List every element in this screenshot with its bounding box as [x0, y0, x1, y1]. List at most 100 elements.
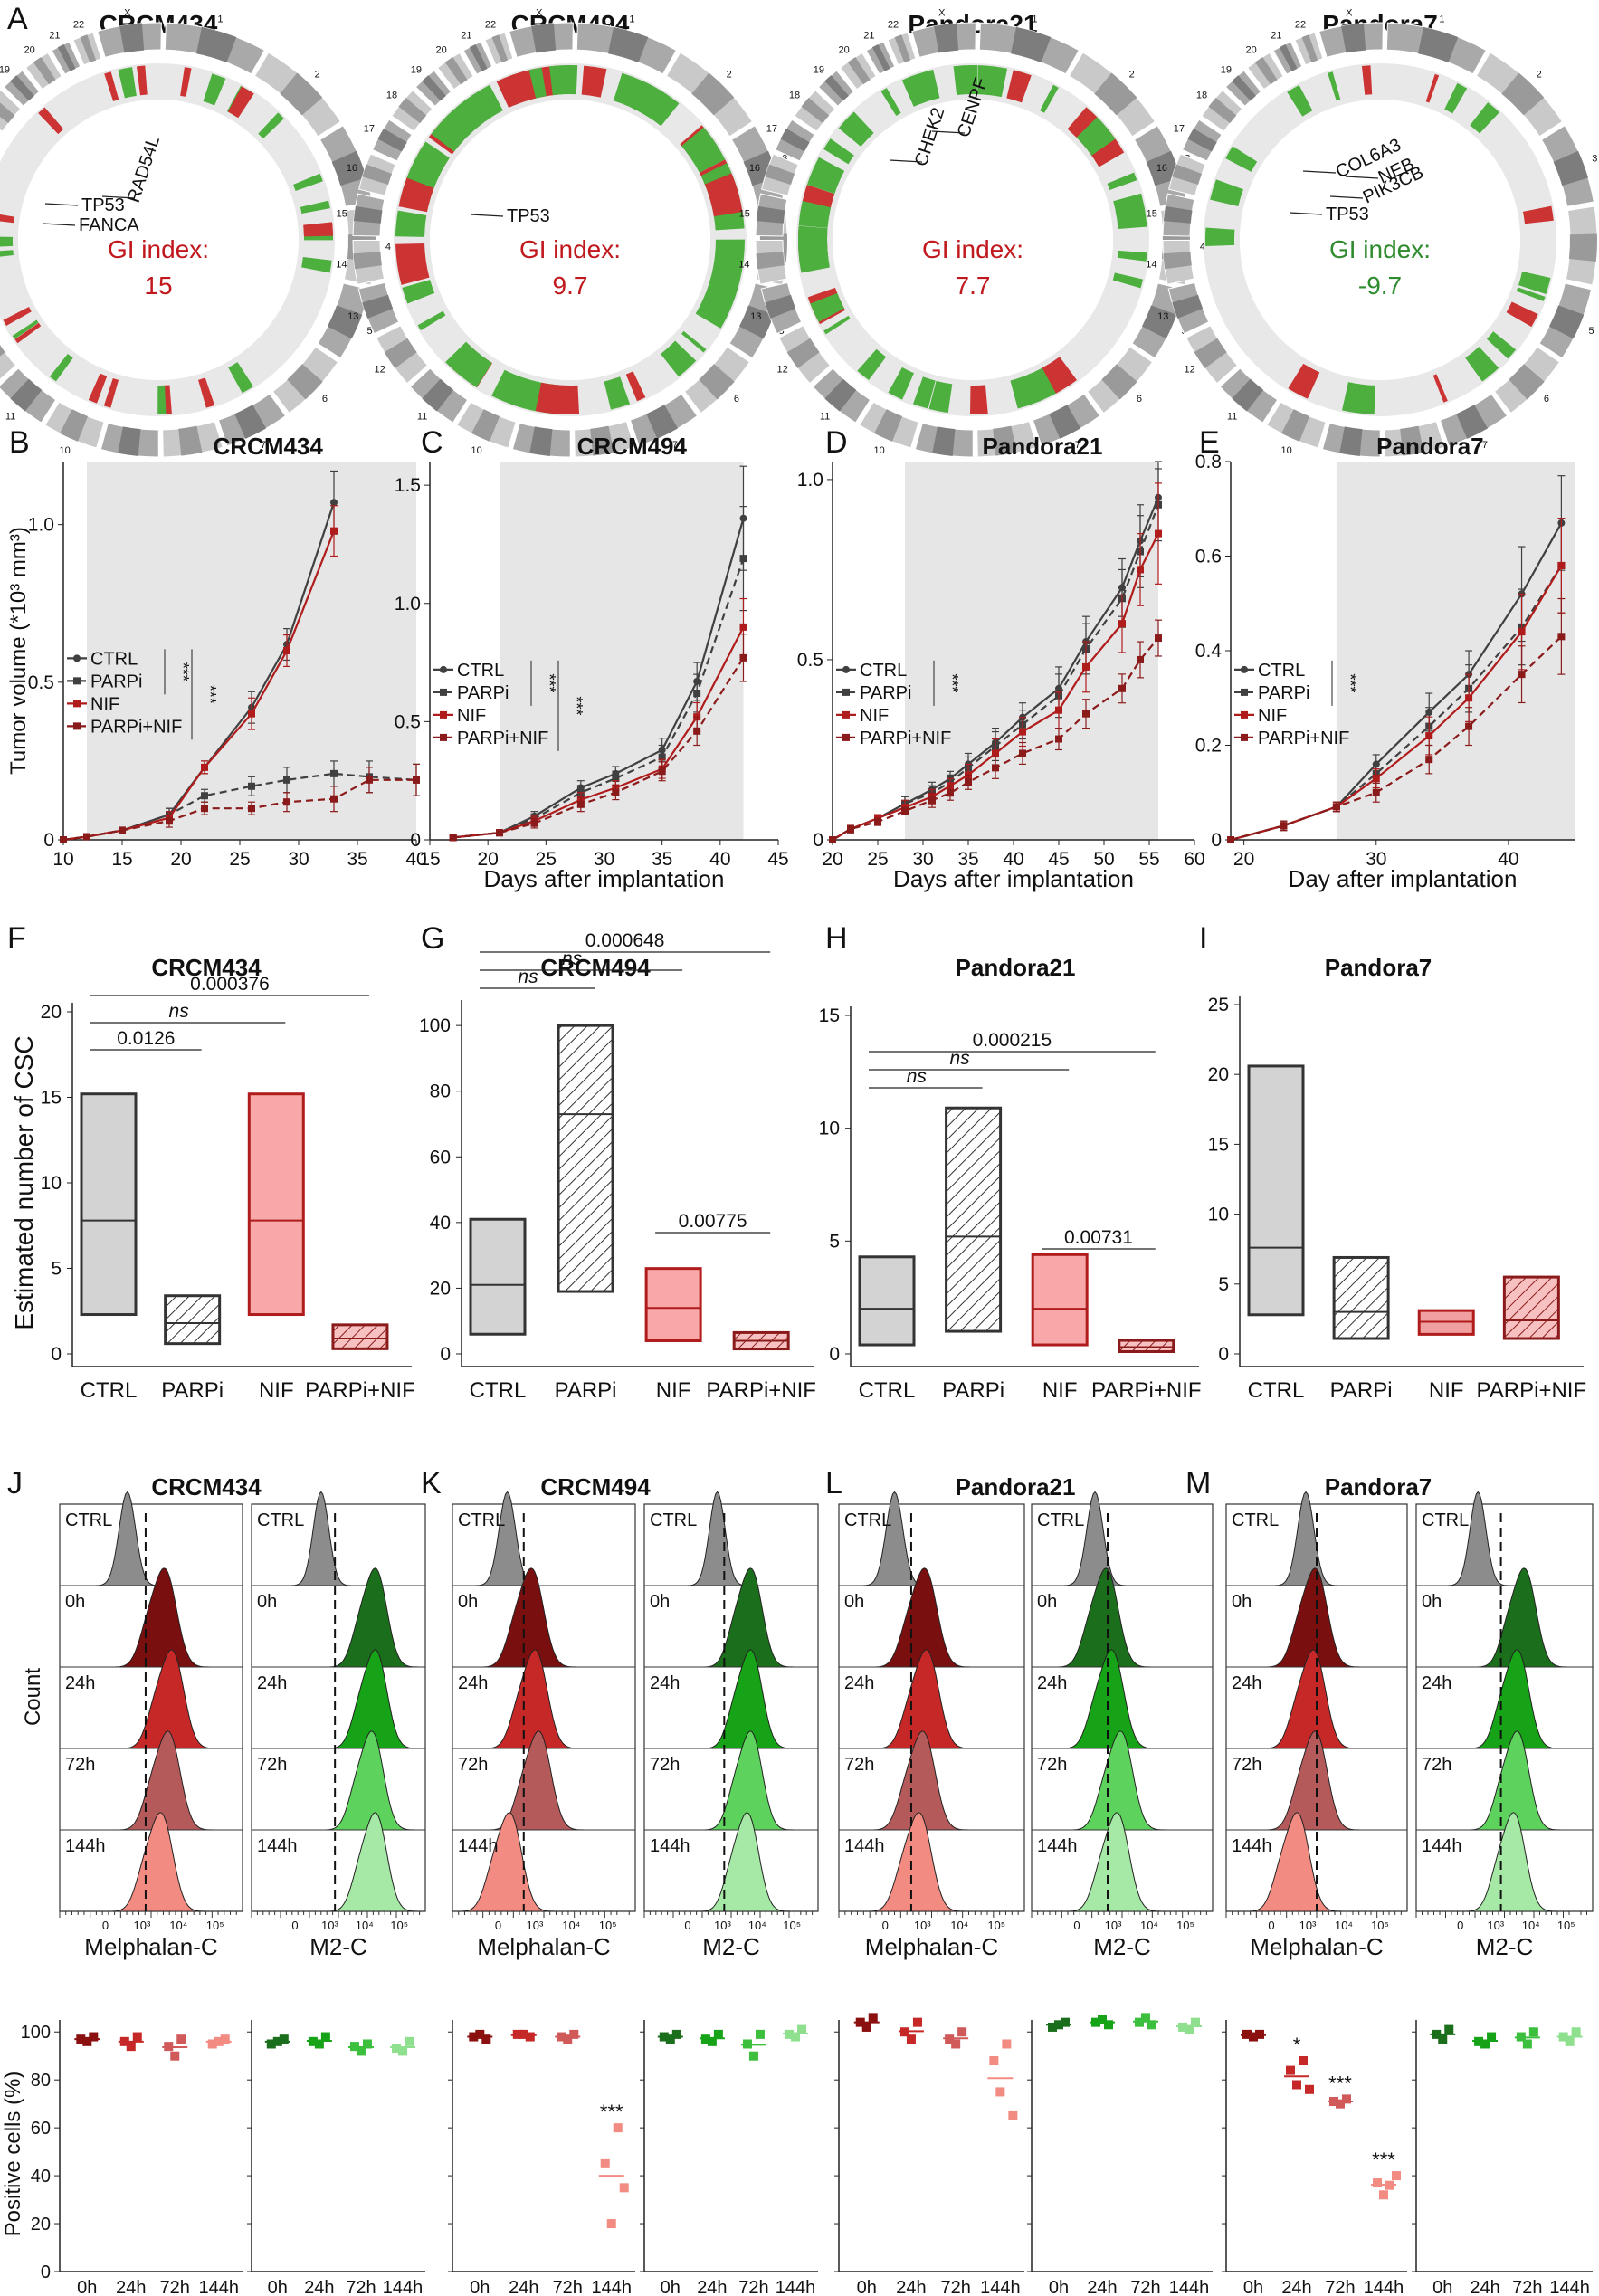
scatter-point — [320, 2032, 330, 2042]
time-label: 144h — [257, 1836, 298, 1856]
data-point — [330, 527, 338, 535]
cnv-loss-segment — [880, 88, 901, 117]
scatter-point — [356, 2046, 366, 2056]
scatter-point — [957, 2027, 967, 2037]
data-point — [1137, 655, 1144, 663]
scatter-point — [912, 2017, 922, 2027]
chromosome-band — [699, 364, 735, 400]
histogram-curve — [839, 1812, 1024, 1912]
cnv-loss-segment — [977, 65, 1008, 98]
chromosome-label: 19 — [1221, 64, 1232, 75]
gi-index-value: 15 — [144, 272, 172, 300]
comparison-label: 0.0126 — [117, 1028, 175, 1049]
chromosome-label: 14 — [1146, 259, 1156, 270]
chromosome-band — [824, 378, 857, 412]
box-PARPi — [557, 1024, 614, 1293]
time-label: 72h — [1422, 1755, 1451, 1775]
scatter-point — [126, 2042, 136, 2052]
box-CTRL — [80, 1092, 138, 1317]
chromosome-band — [824, 75, 849, 101]
data-point — [947, 789, 954, 797]
series-line-PARPi+NIF — [62, 778, 416, 842]
cnv-loss-segment — [823, 138, 854, 165]
x-tick-label: 40 — [405, 849, 426, 870]
y-tick-label: 5 — [51, 1259, 62, 1280]
scatter-x-label: 72h — [1130, 2278, 1160, 2296]
data-point — [201, 792, 208, 800]
legend-label: PARPi+NIF — [1258, 729, 1349, 748]
chromosome-label: 14 — [738, 259, 749, 270]
scatter-point — [989, 2056, 999, 2066]
time-label: 72h — [458, 1755, 488, 1775]
scatter-x-label: 144h — [1364, 2278, 1404, 2296]
flow-tick-label: 10³ — [714, 1919, 731, 1932]
legend-marker — [73, 654, 81, 662]
cnv-loss-segment — [681, 127, 719, 162]
scatter-point — [398, 2046, 408, 2056]
chromosome-band — [874, 409, 903, 442]
cnv-gain-segment — [625, 371, 646, 402]
scatter-point — [1104, 2020, 1113, 2030]
panel-letter-G: G — [421, 921, 444, 956]
chromosome-label: 20 — [838, 45, 849, 56]
cnv-loss-segment — [713, 211, 745, 231]
marker-axis-label: Melphalan-C — [84, 1933, 217, 1960]
cnv-gain-segment — [581, 65, 607, 98]
cnv-gain-segment — [198, 377, 214, 408]
time-label: 0h — [458, 1592, 478, 1612]
circos-center — [1240, 100, 1520, 380]
legend-marker — [1241, 733, 1248, 741]
chromosome-band — [444, 57, 468, 85]
scatter-point — [1191, 2017, 1200, 2027]
chromosome-band — [1163, 252, 1192, 270]
gene-pointer — [101, 195, 136, 199]
chromosome-band — [33, 57, 56, 85]
box-PARPi+NIF — [331, 1323, 389, 1350]
time-label: CTRL — [458, 1510, 505, 1530]
scatter-point — [906, 2034, 916, 2044]
cnv-loss-segment — [1115, 204, 1147, 230]
histogram-stack: CTRL 0h 24h 72h 144h 0 10³ 10⁴ 10⁵ M2-C — [643, 1491, 819, 1960]
cnv-loss-segment — [1465, 347, 1499, 382]
scatter-point — [392, 2044, 402, 2053]
scatter-x-label: 72h — [1512, 2278, 1542, 2296]
legend-marker — [842, 665, 850, 673]
scatter-y-label: Positive cells (%) — [1, 2072, 25, 2237]
chromosome-label: 19 — [0, 64, 10, 75]
chromosome-label: X — [1346, 7, 1353, 18]
x-tick-label: 35 — [957, 849, 978, 870]
chromosome-band — [1172, 294, 1204, 319]
y-tick-label: 1.5 — [395, 475, 421, 496]
chart-title: CRCM434 — [151, 954, 262, 981]
time-label: 144h — [1037, 1836, 1078, 1856]
gene-pointer — [42, 223, 76, 226]
time-label: 0h — [1422, 1592, 1442, 1612]
scatter-point — [1571, 2027, 1581, 2037]
chromosome-label: 18 — [789, 91, 800, 101]
chromosome-band — [362, 294, 394, 319]
y-tick-label: 60 — [31, 2119, 51, 2139]
chromosome-band — [1509, 364, 1545, 400]
y-tick-label: 100 — [419, 1015, 451, 1036]
scatter-point — [951, 2039, 961, 2049]
time-label: 144h — [1232, 1836, 1272, 1856]
cnv-gain-segment — [1522, 205, 1554, 224]
cnv-loss-segment — [402, 280, 435, 304]
cnv-loss-segment — [1225, 146, 1258, 172]
panel-letter-C: C — [421, 425, 443, 460]
cnv-gain-segment — [398, 177, 434, 213]
y-axis-label: Tumor volume (*10³ mm³) — [6, 527, 31, 775]
data-point — [1137, 566, 1144, 574]
chromosome-label: 19 — [411, 64, 422, 75]
data-point — [366, 776, 373, 784]
data-point — [1155, 529, 1162, 538]
chromosome-band — [469, 43, 488, 71]
category-label: PARPi — [161, 1378, 224, 1403]
scatter-point — [266, 2039, 276, 2049]
chromosome-band — [1163, 205, 1193, 224]
data-point — [60, 836, 67, 843]
y-tick-label: 0 — [440, 1344, 451, 1365]
chromosome-band — [786, 338, 820, 369]
scatter-point — [600, 2158, 610, 2168]
